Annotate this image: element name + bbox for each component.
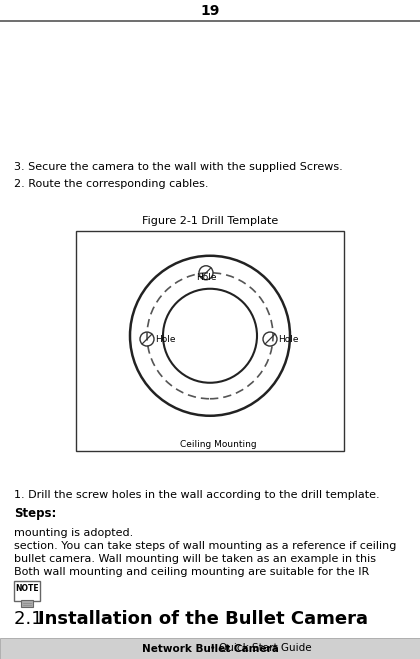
Text: mounting is adopted.: mounting is adopted. [14,528,133,538]
Text: bullet camera. Wall mounting will be taken as an example in this: bullet camera. Wall mounting will be tak… [14,554,376,564]
FancyBboxPatch shape [14,581,40,601]
Text: Both wall mounting and ceiling mounting are suitable for the IR: Both wall mounting and ceiling mounting … [14,567,369,577]
Text: 3. Secure the camera to the wall with the supplied Screws.: 3. Secure the camera to the wall with th… [14,162,343,172]
Text: Ceiling Mounting: Ceiling Mounting [180,440,257,449]
Text: Installation of the Bullet Camera: Installation of the Bullet Camera [38,610,368,628]
Text: 1. Drill the screw holes in the wall according to the drill template.: 1. Drill the screw holes in the wall acc… [14,490,380,500]
Bar [0,638,420,659]
Text: NOTE: NOTE [15,584,39,593]
Text: Hole: Hole [196,273,216,282]
Text: Network Bullet Camera: Network Bullet Camera [142,643,278,654]
Text: Hole: Hole [155,335,176,343]
Text: 2.1: 2.1 [14,610,48,628]
FancyBboxPatch shape [76,231,344,451]
Text: Hole: Hole [278,335,299,343]
Text: 19: 19 [200,4,220,18]
Text: Steps:: Steps: [14,507,56,520]
Text: 2. Route the corresponding cables.: 2. Route the corresponding cables. [14,179,208,189]
FancyBboxPatch shape [21,600,33,607]
Text: Figure 2-1 Drill Template: Figure 2-1 Drill Template [142,216,278,226]
Text: • Quick Start Guide: • Quick Start Guide [109,643,311,654]
Text: section. You can take steps of wall mounting as a reference if ceiling: section. You can take steps of wall moun… [14,541,396,551]
